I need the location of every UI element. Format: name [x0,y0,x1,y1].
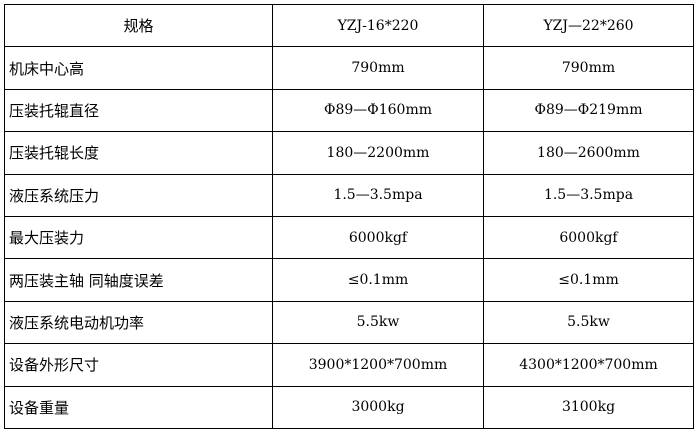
row-label-cell: 设备外形尺寸 [4,343,273,387]
header-cell-spec: 规格 [4,3,273,48]
value-cell: 3000kg [272,385,484,429]
value-cell: Φ89—Φ219mm [483,88,694,133]
value-cell: 180—2600mm [483,131,694,175]
table-row: 设备外形尺寸 3900*1200*700mm 4300*1200*700mm [4,343,694,387]
table-row: 设备重量 3000kg 3100kg [4,385,694,429]
spec-table: 规格 YZJ-16*220 YZJ—22*260 机床中心高 790mm 790mm… [4,3,694,429]
table-row: 液压系统电动机功率 5.5kw 5.5kw [4,300,694,345]
value-cell: 1.5—3.5mpa [272,173,484,217]
row-label-cell: 液压系统压力 [4,173,273,217]
header-cell-model-1: YZJ-16*220 [272,3,484,48]
value-cell: 3100kg [483,385,694,429]
header-cell-model-2: YZJ—22*260 [483,3,694,48]
value-cell: 5.5kw [272,300,484,345]
row-label-cell: 最大压装力 [4,215,273,260]
table-row: 两压装主轴 同轴度误差 ≤0.1mm ≤0.1mm [4,258,694,302]
value-cell: 1.5—3.5mpa [483,173,694,217]
table-row: 机床中心高 790mm 790mm [4,46,694,90]
table-header-row: 规格 YZJ-16*220 YZJ—22*260 [4,3,694,48]
value-cell: 6000kgf [272,215,484,260]
value-cell: ≤0.1mm [272,258,484,302]
value-cell: 6000kgf [483,215,694,260]
value-cell: 790mm [272,46,484,90]
row-label-cell: 液压系统电动机功率 [4,300,273,345]
value-cell: 4300*1200*700mm [483,343,694,387]
value-cell: ≤0.1mm [483,258,694,302]
row-label-cell: 设备重量 [4,385,273,429]
value-cell: 5.5kw [483,300,694,345]
table-row: 最大压装力 6000kgf 6000kgf [4,215,694,260]
table-row: 液压系统压力 1.5—3.5mpa 1.5—3.5mpa [4,173,694,217]
row-label-cell: 压装托辊直径 [4,88,273,133]
value-cell: 790mm [483,46,694,90]
value-cell: 180—2200mm [272,131,484,175]
table-row: 压装托辊直径 Φ89—Φ160mm Φ89—Φ219mm [4,88,694,133]
table-row: 压装托辊长度 180—2200mm 180—2600mm [4,131,694,175]
row-label-cell: 机床中心高 [4,46,273,90]
row-label-cell: 两压装主轴 同轴度误差 [4,258,273,302]
value-cell: 3900*1200*700mm [272,343,484,387]
row-label-cell: 压装托辊长度 [4,131,273,175]
value-cell: Φ89—Φ160mm [272,88,484,133]
